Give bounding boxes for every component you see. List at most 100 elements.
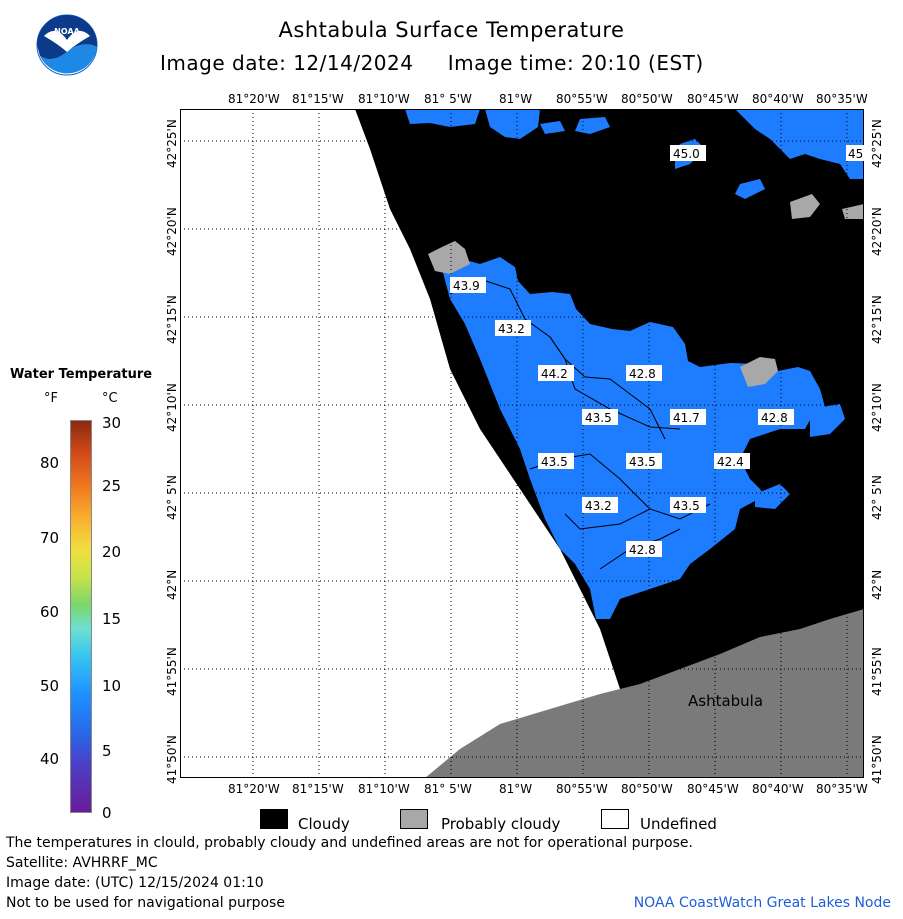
colorbar-c-label: 20 xyxy=(102,543,122,561)
logo-text: NOAA xyxy=(54,27,80,36)
lat-tick-left: 42°10'N xyxy=(165,383,179,432)
lon-tick-bottom: 81°W xyxy=(499,782,533,796)
svg-text:43.9: 43.9 xyxy=(453,279,480,293)
svg-text:43.5: 43.5 xyxy=(673,499,700,513)
temp-label: 42.8 xyxy=(758,409,794,425)
probably-cloudy-patch xyxy=(740,357,778,387)
temp-label: 42.4 xyxy=(714,453,750,469)
lat-tick-left: 41°55'N xyxy=(165,647,179,696)
legend-swatch-cloudy xyxy=(260,809,288,829)
lon-tick-top: 80°35'W xyxy=(816,92,868,106)
image-datetime: Image date: 12/14/2024 Image time: 20:10… xyxy=(160,51,704,75)
temp-label: 43.9 xyxy=(450,277,486,293)
page-title: Ashtabula Surface Temperature xyxy=(278,18,625,42)
footer-nav-warning: Not to be used for navigational purpose xyxy=(6,895,285,911)
temp-label: 42.8 xyxy=(626,365,662,381)
footer-satellite: Satellite: AVHRRF_MC xyxy=(6,855,158,871)
lat-tick-left: 42°20'N xyxy=(165,207,179,256)
water-area xyxy=(442,257,825,619)
svg-text:42.8: 42.8 xyxy=(761,411,788,425)
footer-credit: NOAA CoastWatch Great Lakes Node xyxy=(633,895,891,911)
map-frame xyxy=(180,109,864,778)
svg-text:43.5: 43.5 xyxy=(629,455,656,469)
lon-tick-top: 81°20'W xyxy=(228,92,280,106)
temperature-labels: 45.0 45 43.9 43.2 44.2 42.8 43.5 41.7 42… xyxy=(450,145,864,557)
water-patch xyxy=(485,109,540,139)
lat-tick-left: 41°50'N xyxy=(165,735,179,784)
temp-label: 43.5 xyxy=(626,453,662,469)
probably-cloudy-patch xyxy=(842,204,864,219)
lon-tick-bottom: 80°50'W xyxy=(621,782,673,796)
svg-text:42.8: 42.8 xyxy=(629,543,656,557)
lat-tick-left: 42°15'N xyxy=(165,295,179,344)
lon-tick-bottom: 80°40'W xyxy=(752,782,804,796)
colorbar-f-label: 40 xyxy=(40,750,60,768)
colorbar-f-label: 60 xyxy=(40,603,60,621)
lat-tick-left: 42°25'N xyxy=(165,119,179,168)
svg-text:43.5: 43.5 xyxy=(541,455,568,469)
temp-label: 43.5 xyxy=(670,497,706,513)
legend-label-undefined: Undefined xyxy=(640,815,717,833)
water-patch xyxy=(405,109,480,127)
lon-tick-top: 81°15'W xyxy=(292,92,344,106)
lon-tick-top: 80°45'W xyxy=(687,92,739,106)
lon-tick-bottom: 81°20'W xyxy=(228,782,280,796)
water-patch xyxy=(575,117,610,134)
svg-text:43.2: 43.2 xyxy=(585,499,612,513)
colorbar-c-label: 5 xyxy=(102,742,112,760)
water-patch xyxy=(735,109,864,179)
colorbar-f-label: 50 xyxy=(40,677,60,695)
lon-tick-top: 81°W xyxy=(499,92,533,106)
isotherm xyxy=(564,508,651,530)
footer-utc-date: Image date: (UTC) 12/15/2024 01:10 xyxy=(6,875,264,891)
colorbar-c-label: 30 xyxy=(102,414,122,432)
temperature-map: 45.0 45 43.9 43.2 44.2 42.8 43.5 41.7 42… xyxy=(180,109,864,778)
svg-text:43.2: 43.2 xyxy=(498,322,525,336)
lon-tick-top: 80°40'W xyxy=(752,92,804,106)
lat-tick-left: 42° 5'N xyxy=(165,475,179,520)
lon-tick-top: 80°50'W xyxy=(621,92,673,106)
lon-tick-top: 81°10'W xyxy=(358,92,410,106)
svg-text:44.2: 44.2 xyxy=(541,367,568,381)
lon-tick-bottom: 80°45'W xyxy=(687,782,739,796)
lat-tick-left: 42°N xyxy=(165,569,179,600)
colorbar-c-label: 0 xyxy=(102,804,112,822)
lat-tick-right: 42°20'N xyxy=(870,207,884,256)
lon-tick-top: 80°55'W xyxy=(556,92,608,106)
temp-label: 44.2 xyxy=(538,365,574,381)
colorbar-c-label: 25 xyxy=(102,477,122,495)
water-patch xyxy=(810,404,845,437)
lon-tick-bottom: 80°55'W xyxy=(556,782,608,796)
temp-label: 43.2 xyxy=(495,320,531,336)
colorbar-c-label: 15 xyxy=(102,610,122,628)
water-patch xyxy=(735,179,765,199)
lat-tick-right: 42°25'N xyxy=(870,119,884,168)
legend-label-cloudy: Cloudy xyxy=(298,815,350,833)
legend-swatch-probably-cloudy xyxy=(400,809,428,829)
svg-text:45: 45 xyxy=(848,147,863,161)
colorbar-unit-f: °F xyxy=(44,391,58,406)
image-time: Image time: 20:10 (EST) xyxy=(447,51,704,75)
colorbar-c-label: 10 xyxy=(102,677,122,695)
svg-text:41.7: 41.7 xyxy=(673,411,700,425)
lat-tick-right: 42°15'N xyxy=(870,295,884,344)
isotherm xyxy=(549,336,681,430)
temp-label: 43.5 xyxy=(582,409,618,425)
lat-tick-right: 41°55'N xyxy=(870,647,884,696)
lat-tick-right: 42°N xyxy=(870,569,884,600)
image-date: Image date: 12/14/2024 xyxy=(160,51,414,75)
temp-label: 45 xyxy=(846,145,864,161)
svg-text:43.5: 43.5 xyxy=(585,411,612,425)
footer-warning: The temperatures in clould, probably clo… xyxy=(6,835,693,851)
temp-label: 43.5 xyxy=(538,453,574,469)
colorbar-unit-c: °C xyxy=(102,391,118,406)
temp-label: 43.2 xyxy=(582,497,618,513)
svg-text:42.4: 42.4 xyxy=(717,455,744,469)
lat-tick-right: 41°50'N xyxy=(870,735,884,784)
temp-label: 45.0 xyxy=(670,145,706,161)
lon-tick-bottom: 81°15'W xyxy=(292,782,344,796)
water-patch xyxy=(540,121,565,134)
legend-swatch-undefined xyxy=(601,809,629,829)
svg-text:45.0: 45.0 xyxy=(673,147,700,161)
place-label-ashtabula: Ashtabula xyxy=(688,692,763,710)
